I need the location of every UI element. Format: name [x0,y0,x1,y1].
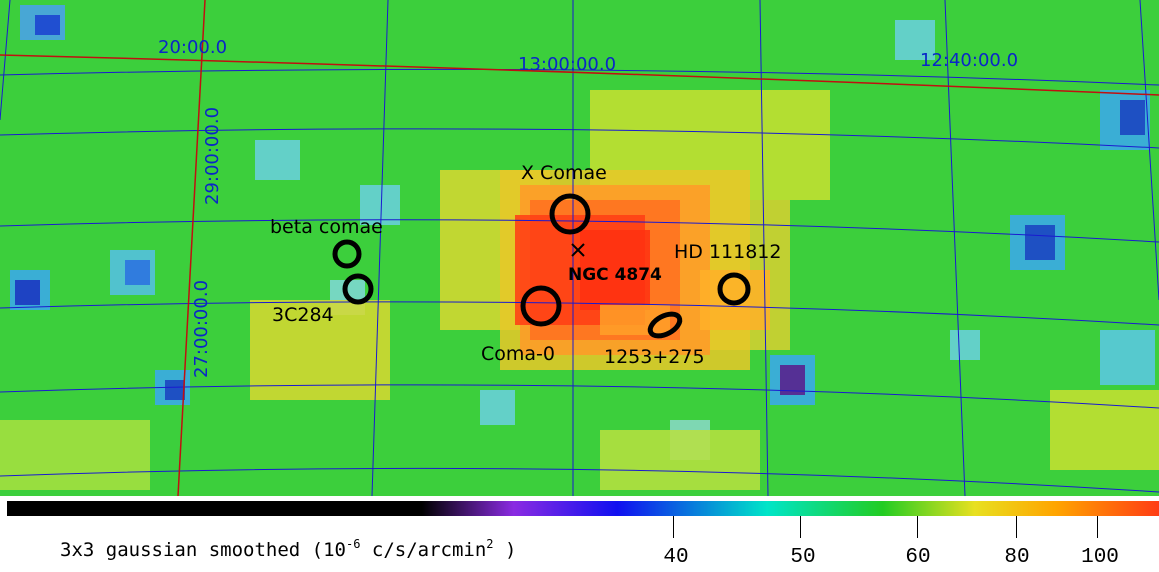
dec-label-27: 27:00:00.0 [191,280,212,378]
colorbar-tick [917,516,918,538]
x-comae-label: X Comae [521,162,607,184]
colorbar-caption: 3x3 gaussian smoothed (10-6 c/s/arcmin2 … [60,537,517,561]
intensity-pixel-block [255,140,300,180]
beta-comae-marker [332,239,362,269]
colorbar: 40 50 60 80 100 3x3 gaussian smoothed (1… [0,496,1159,572]
x-comae-marker [549,193,591,235]
intensity-pixel-block [165,380,185,400]
colorbar-label-100: 100 [1081,546,1119,569]
intensity-pixel-block [580,230,650,310]
colorbar-tick [1097,516,1098,538]
intensity-pixel-block [700,270,770,330]
colorbar-tick [673,516,674,538]
colorbar-label-80: 80 [1004,546,1030,569]
colorbar-label-40: 40 [663,546,689,569]
intensity-pixel-block [480,390,515,425]
ra-axis-lines [0,0,1159,496]
intensity-pixel-block [125,260,150,285]
1253-275-label: 1253+275 [604,346,705,368]
intensity-pixel-block [1025,225,1055,260]
intensity-pixel-block [35,15,60,35]
intensity-pixel-block [780,365,805,395]
ngc4874-cross-icon [571,243,585,257]
colorbar-label-50: 50 [790,546,816,569]
1253-275-marker [647,311,683,339]
intensity-pixel-block [1050,390,1159,470]
intensity-pixel-block [250,300,390,400]
xray-map: 20:00.0 13:00:00.0 12:40:00.0 29:00:00.0… [0,0,1159,496]
ra-label-1240: 12:40:00.0 [920,50,1018,71]
intensity-pixel-block [950,330,980,360]
colorbar-tick [1016,516,1017,538]
intensity-mosaic [0,5,1159,490]
intensity-pixel-block [1120,100,1145,135]
coordinate-grid [0,0,1159,496]
ngc4874-label: NGC 4874 [568,265,662,285]
3c284-label: 3C284 [272,304,334,326]
coma-0-marker [520,285,562,327]
intensity-pixel-block [1100,330,1155,385]
intensity-pixel-block [360,185,400,225]
colorbar-gradient [7,501,1159,516]
dec-label-29: 29:00:00.0 [202,107,223,205]
hd111812-label: HD 111812 [674,241,782,263]
intensity-pixel-block [600,430,760,490]
intensity-pixel-block [0,420,150,490]
intensity-pixel-block [15,280,40,305]
coma-0-label: Coma-0 [481,343,555,365]
hd111812-marker [717,272,751,306]
colorbar-label-60: 60 [905,546,931,569]
intensity-pixel-block [895,20,935,60]
ra-label-20: 20:00.0 [158,37,227,58]
beta-comae-label: beta comae [270,216,383,238]
colorbar-tick [800,516,801,538]
ra-label-13: 13:00:00.0 [518,54,616,75]
3c284-marker [342,273,374,305]
